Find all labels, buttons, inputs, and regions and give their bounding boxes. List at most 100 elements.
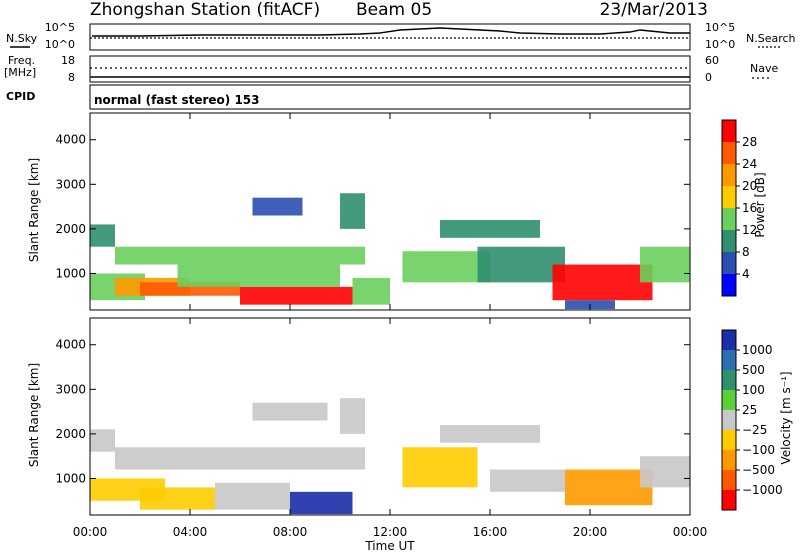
colorbar-swatch	[722, 230, 736, 253]
colorbar-tick-label: 16	[742, 201, 757, 215]
data-patch	[115, 246, 365, 265]
data-patch	[477, 246, 565, 283]
colorbar-swatch	[722, 430, 736, 451]
freq-label: Freq.	[8, 54, 35, 67]
colorbar-swatch	[722, 186, 736, 209]
colorbar-swatch	[722, 390, 736, 411]
data-patch	[215, 482, 290, 510]
data-patch	[90, 224, 115, 247]
colorbar-swatch	[722, 410, 736, 431]
colorbar-tick-label: 25	[742, 403, 757, 417]
data-patch	[115, 447, 365, 470]
x-tick-label: 00:00	[673, 525, 708, 539]
data-patch	[640, 456, 690, 488]
data-patch	[290, 491, 353, 515]
colorbar-swatch	[722, 470, 736, 491]
cpid-text: normal (fast stereo) 153	[94, 93, 260, 107]
cpid-panel: CPID normal (fast stereo) 153	[6, 84, 691, 110]
data-patch	[340, 398, 365, 434]
colorbar-tick-label: −500	[742, 463, 775, 477]
nave-label: Nave	[750, 62, 778, 75]
y-tick-label: 3000	[55, 382, 86, 396]
power-data-layer	[90, 193, 690, 310]
data-patch	[402, 251, 490, 283]
x-tick-label: 16:00	[473, 525, 508, 539]
colorbar-swatch	[722, 120, 736, 143]
data-patch	[552, 264, 653, 301]
data-patch	[252, 197, 303, 216]
velocity-colorbar-label: Velocity [m s⁻¹]	[779, 371, 793, 464]
colorbar-swatch	[722, 252, 736, 275]
nsearch-tick-top: 10^5	[705, 21, 735, 34]
velocity-tick-layer: 4000 3000 2000 1000	[55, 318, 691, 515]
colorbar-tick-label: 12	[742, 223, 757, 237]
y-tick-label: 4000	[55, 133, 86, 147]
colorbar-tick-label: 28	[742, 135, 757, 149]
data-patch	[352, 277, 390, 305]
cpid-label: CPID	[6, 90, 35, 103]
y-tick-label: 1000	[55, 266, 86, 280]
nsky-tick-bottom: 10^0	[45, 38, 75, 51]
velocity-data-layer	[90, 398, 690, 515]
nsky-tick-top: 10^5	[45, 21, 75, 34]
freq-frame	[89, 55, 691, 83]
colorbar-swatch	[722, 330, 736, 351]
colorbar-swatch	[722, 164, 736, 187]
power-panel: 4000 3000 2000 1000 Slant Range [km]	[27, 112, 691, 311]
data-patch	[490, 469, 565, 492]
x-tick-label: 20:00	[573, 525, 608, 539]
nave-tick-bottom: 0	[705, 71, 712, 84]
colorbar-tick-label: 500	[742, 363, 765, 377]
nsky-frame	[89, 23, 691, 51]
nsky-panel: 10^5 10^0 10^5 10^0 N.Sky N.Search	[6, 21, 796, 51]
date-label: 23/Mar/2013	[600, 0, 708, 20]
colorbar-tick-label: −100	[742, 443, 775, 457]
x-tick-label: 08:00	[273, 525, 308, 539]
y-tick-label: 1000	[55, 471, 86, 485]
data-patch	[240, 286, 353, 305]
colorbar-tick-label: −1000	[742, 483, 783, 497]
colorbar-tick-label: 100	[742, 383, 765, 397]
nsearch-tick-bottom: 10^0	[705, 38, 735, 51]
freq-panel: 18 8 60 0 Freq. [MHz] Nave	[4, 54, 778, 84]
nave-tick-top: 60	[705, 54, 719, 67]
data-patch	[565, 469, 653, 506]
y-tick-label: 4000	[55, 338, 86, 352]
colorbar-swatch	[722, 208, 736, 231]
cpid-frame	[89, 84, 691, 110]
power-y-axis-label: Slant Range [km]	[27, 158, 41, 262]
data-patch	[177, 264, 340, 287]
x-tick-labels: 00:00 04:00 08:00 12:00 16:00 20:00 00:00	[73, 525, 708, 539]
y-tick-label: 3000	[55, 177, 86, 191]
x-axis-label: Time UT	[364, 539, 415, 553]
power-colorbar: 28 24 20 16 12 8 4	[721, 119, 757, 297]
station-title: Zhongshan Station (fitACF)	[90, 0, 320, 20]
colorbar-tick-label: 1000	[742, 343, 773, 357]
x-tick-label: 00:00	[73, 525, 108, 539]
data-patch	[640, 246, 690, 283]
nsky-label: N.Sky	[6, 32, 38, 45]
colorbar-swatch	[722, 370, 736, 391]
y-tick-label: 2000	[55, 427, 86, 441]
colorbar-tick-label: 8	[742, 245, 750, 259]
colorbar-swatch	[722, 350, 736, 371]
colorbar-swatch	[722, 142, 736, 165]
colorbar-swatch	[722, 450, 736, 471]
data-patch	[440, 219, 540, 238]
data-patch	[340, 193, 365, 229]
colorbar-tick-label: −25	[742, 423, 767, 437]
x-tick-label: 12:00	[373, 525, 408, 539]
colorbar-tick-label: 24	[742, 157, 757, 171]
freq-tick-bottom: 8	[68, 71, 75, 84]
velocity-panel: 4000 3000 2000 1000 Slant Range [km]	[27, 317, 691, 516]
colorbar-frame	[721, 329, 737, 511]
data-patch	[402, 447, 478, 488]
velocity-y-axis-label: Slant Range [km]	[27, 363, 41, 467]
data-patch	[140, 487, 215, 510]
freq-tick-top: 18	[61, 54, 75, 67]
data-patch	[440, 424, 540, 443]
beam-label: Beam 05	[356, 0, 432, 20]
y-tick-label: 2000	[55, 222, 86, 236]
